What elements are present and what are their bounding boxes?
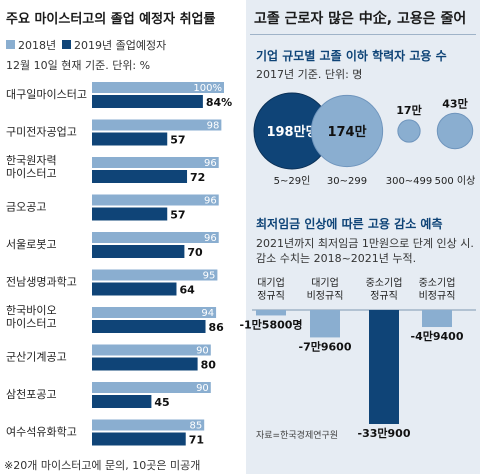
bar-2018 xyxy=(92,82,224,93)
bar-value-label: -33만900 xyxy=(358,426,411,440)
bar-2019 xyxy=(92,357,198,371)
section2-note-1: 2021년까지 최저임금 1만원으로 단계 인상 시. xyxy=(256,237,474,250)
value-label-2018: 98 xyxy=(207,121,220,132)
value-label-2019: 72 xyxy=(190,171,205,184)
right-title-rule xyxy=(250,34,476,35)
bubble-category-label: 500 이상 xyxy=(435,175,476,187)
bubble xyxy=(397,119,421,143)
bar-2018 xyxy=(92,194,219,206)
category-label: 정규직 xyxy=(370,290,398,302)
bar-employment-decline xyxy=(369,310,399,424)
bar-employment-decline xyxy=(256,310,286,316)
bubble-category-label: 5~29인 xyxy=(274,175,311,187)
value-label-2018: 90 xyxy=(196,383,209,394)
value-label-2019: 45 xyxy=(154,396,169,409)
category-label: 여수석유화학고 xyxy=(6,426,77,439)
value-label-2018: 90 xyxy=(196,346,209,357)
category-label: 금오공고 xyxy=(6,201,46,214)
legend-swatch-2018 xyxy=(6,40,15,49)
category-label: 마이스터고 xyxy=(6,167,57,180)
value-label-2019: 64 xyxy=(179,284,195,297)
category-label: 대기업 xyxy=(257,276,285,289)
bar-2018 xyxy=(92,307,217,318)
value-label-2019: 57 xyxy=(170,134,185,147)
category-label: 군산기계공고 xyxy=(6,351,67,364)
bar-2018 xyxy=(92,269,218,281)
legend-label-2018: 2018년 xyxy=(18,39,57,52)
bar-value-label: -1만5800명 xyxy=(239,317,302,331)
bar-2019 xyxy=(92,282,177,296)
bar-2018 xyxy=(92,157,219,168)
bar-2019 xyxy=(92,95,203,108)
bar-2018 xyxy=(92,119,222,131)
panel-divider xyxy=(242,0,246,474)
category-label: 대구일마이스터고 xyxy=(6,87,87,101)
value-label-2019: 80 xyxy=(201,359,217,372)
bubble-value-label: 43만 xyxy=(442,96,467,110)
value-label-2018: 96 xyxy=(204,233,217,244)
section1-note: 2017년 기준. 단위: 명 xyxy=(256,68,363,81)
category-label: 서울로봇고 xyxy=(6,238,57,251)
bar-2019 xyxy=(92,320,206,333)
value-label-2018: 96 xyxy=(204,158,217,169)
bubble-value-label: 174만 xyxy=(327,124,366,140)
left-footnote: ※20개 마이스터고에 문의, 10곳은 미공개 xyxy=(4,459,201,472)
bubble xyxy=(310,94,384,168)
bubble-value-label: 17만 xyxy=(396,103,421,117)
left-note: 12월 10일 현재 기준. 단위: % xyxy=(6,59,151,72)
bubble-category-label: 300~499 xyxy=(386,176,433,187)
value-label-2018: 95 xyxy=(203,271,216,282)
value-label-2018: 100% xyxy=(193,83,222,94)
bar-2019 xyxy=(92,170,188,183)
bar-value-label: -4만9400 xyxy=(411,329,464,343)
bar-2019 xyxy=(92,132,168,146)
value-label-2018: 94 xyxy=(201,308,214,319)
value-label-2018: 96 xyxy=(204,196,217,207)
section2-title: 최저임금 인상에 따른 고용 감소 예측 xyxy=(256,217,443,231)
section2-note-2: 감소 수치는 2018~2021년 누적. xyxy=(256,252,417,265)
value-label-2019: 71 xyxy=(189,434,204,447)
bar-employment-decline xyxy=(422,310,452,328)
bubble-category-label: 30~299 xyxy=(327,176,367,187)
bar-2019 xyxy=(92,395,152,408)
left-title: 주요 마이스터고의 졸업 예정자 취업률 xyxy=(6,12,216,27)
category-label: 한국바이오 xyxy=(6,304,57,317)
legend-swatch-2019 xyxy=(62,40,71,49)
category-label: 구미전자공업고 xyxy=(6,126,77,139)
bar-2018 xyxy=(92,382,211,393)
bubble-value-label: 198만명 xyxy=(266,124,317,140)
right-panel xyxy=(246,0,480,474)
legend-label-2019: 2019년 졸업예정자 xyxy=(74,39,167,52)
section1-title: 기업 규모별 고졸 이하 학력자 고용 수 xyxy=(256,49,447,63)
bar-2019 xyxy=(92,432,186,446)
category-label: 삼천포공고 xyxy=(6,387,57,401)
bar-2019 xyxy=(92,245,185,258)
value-label-2018: 85 xyxy=(189,421,202,432)
value-label-2019: 70 xyxy=(187,246,203,259)
category-label: 정규직 xyxy=(257,290,285,302)
bar-employment-decline xyxy=(310,310,340,338)
category-label: 대기업 xyxy=(311,276,339,289)
bar-value-label: -7만9600 xyxy=(299,339,352,353)
category-label: 비정규직 xyxy=(419,290,456,302)
category-label: 마이스터고 xyxy=(6,317,57,330)
value-label-2019: 86 xyxy=(209,321,225,334)
source-label: 자료=한국경제연구원 xyxy=(256,431,339,441)
category-label: 전남생명과학고 xyxy=(6,276,77,289)
bar-2018 xyxy=(92,344,211,356)
bar-2019 xyxy=(92,207,168,221)
category-label: 중소기업 xyxy=(419,276,456,289)
right-title: 고졸 근로자 많은 中企, 고용은 줄어 xyxy=(254,11,467,27)
value-label-2019: 57 xyxy=(170,209,185,222)
value-label-2019: 84% xyxy=(206,96,232,109)
bar-2018 xyxy=(92,419,205,431)
category-label: 한국원자력 xyxy=(6,154,57,167)
category-label: 중소기업 xyxy=(366,276,403,289)
category-label: 비정규직 xyxy=(307,290,344,302)
bubble xyxy=(436,112,474,150)
bar-2018 xyxy=(92,232,219,243)
